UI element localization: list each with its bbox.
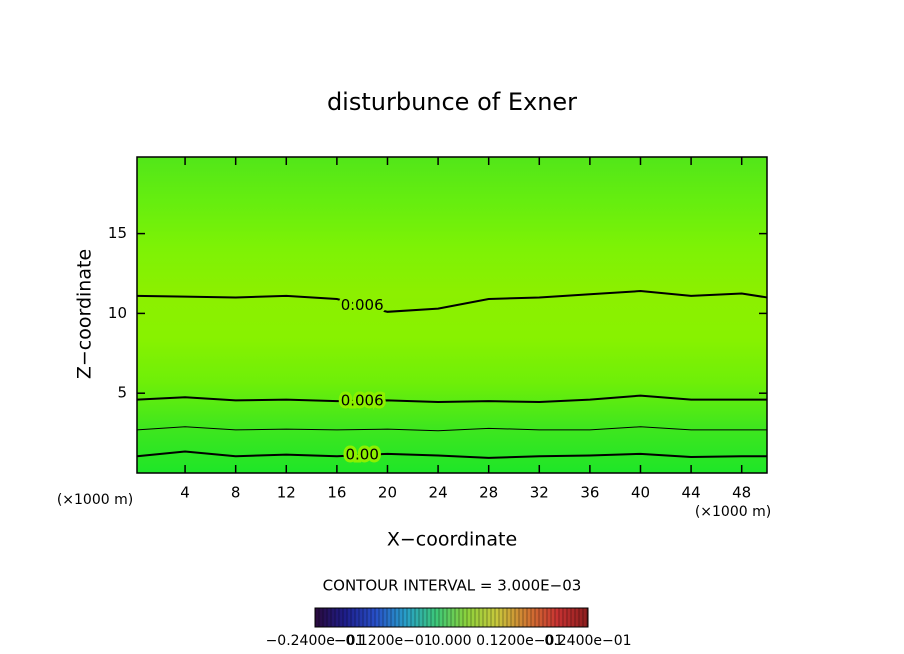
contour-label: 0.00 <box>345 446 378 464</box>
colorbar-label: 0.2400e−01 <box>544 633 631 649</box>
contour-line <box>136 426 767 432</box>
contour-label: 0.006 <box>341 391 384 409</box>
x-tick-label: 28 <box>479 484 498 502</box>
x-tick-label: 4 <box>180 484 190 502</box>
x-tick-label: 40 <box>631 484 650 502</box>
x-unit-label: (×1000 m) <box>57 492 133 508</box>
colorbar <box>314 607 589 628</box>
colorbar-label: −0.1200e−01 <box>334 633 433 649</box>
plot-frame <box>136 156 768 474</box>
x-tick-label: 48 <box>732 484 751 502</box>
x-tick-label: 36 <box>580 484 599 502</box>
x-tick-label: 16 <box>327 484 346 502</box>
chart-title: disturbunce of Exner <box>327 88 577 116</box>
contour-label: 0.006 <box>341 296 384 314</box>
contour-interval: CONTOUR INTERVAL = 3.000E−03 <box>323 577 582 595</box>
y-tick-label: 10 <box>108 304 127 322</box>
contour-fill <box>137 157 767 473</box>
contour-line <box>136 394 767 403</box>
y-tick-label: 15 <box>108 224 127 242</box>
x-tick-label: 24 <box>429 484 448 502</box>
contour-line <box>136 290 768 313</box>
colorbar-label: 0.1200e−01 <box>476 633 563 649</box>
x-tick-label: 44 <box>682 484 701 502</box>
x-tick-label: 12 <box>277 484 296 502</box>
x-unit-label: (×1000 m) <box>695 504 771 520</box>
x-tick-label: 8 <box>231 484 241 502</box>
colorbar-label: −0.2400e−01 <box>266 633 365 649</box>
x-tick-label: 32 <box>530 484 549 502</box>
y-axis-label: Z−coordinate <box>74 249 96 379</box>
x-tick-label: 20 <box>378 484 397 502</box>
x-axis-label: X−coordinate <box>387 529 517 551</box>
contour-line <box>136 450 767 459</box>
colorbar-label: 0.000 <box>431 633 471 649</box>
y-tick-label: 5 <box>117 384 127 402</box>
